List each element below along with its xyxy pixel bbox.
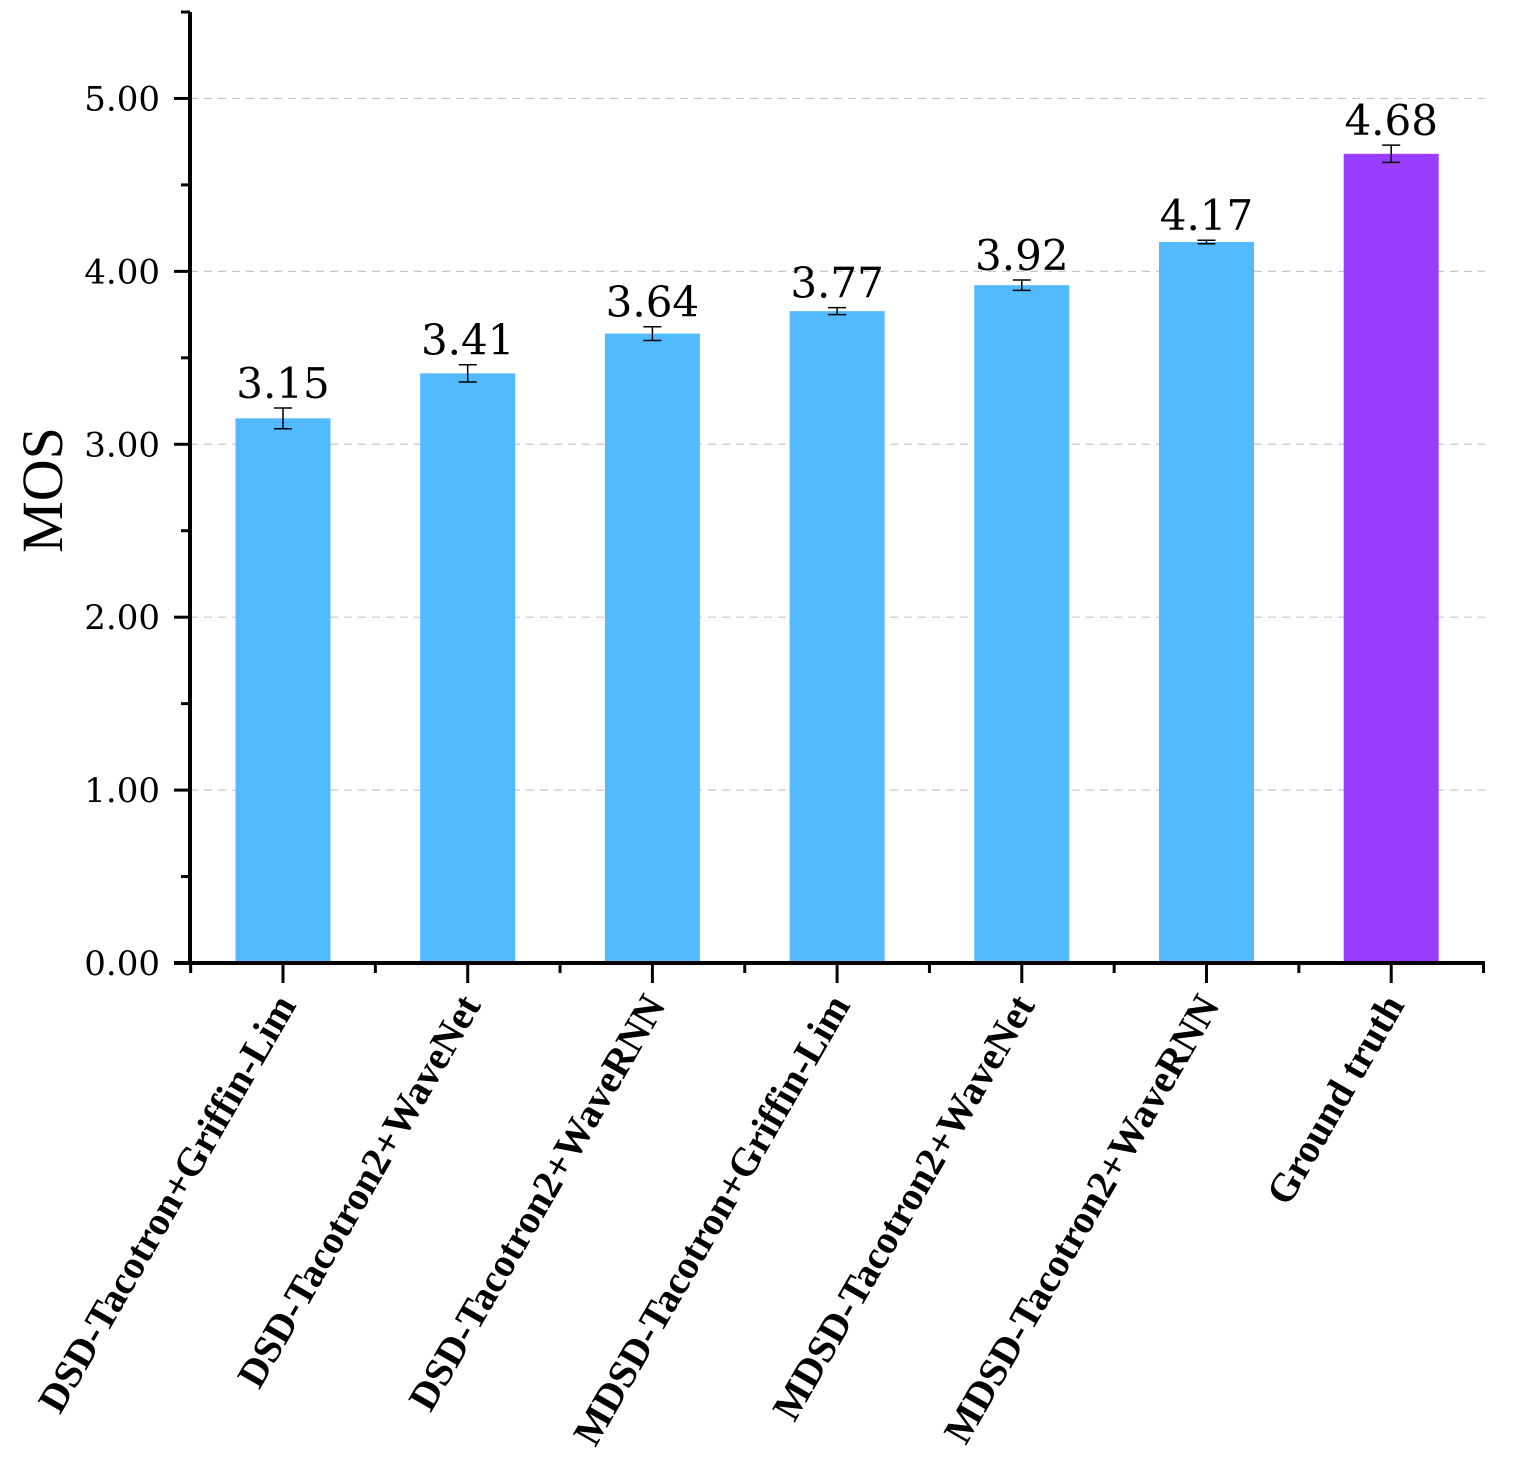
value-label: 3.64	[606, 278, 700, 327]
y-tick-labels: 0.00 1.00 2.00 3.00 4.00 5.00	[84, 79, 160, 984]
bar	[604, 333, 700, 963]
bar	[974, 285, 1070, 963]
bars	[235, 153, 1439, 964]
y-tick-label: 1.00	[84, 771, 160, 811]
value-label: 3.77	[790, 259, 884, 308]
y-tick-label: 4.00	[84, 252, 160, 292]
bar	[1343, 153, 1439, 963]
y-tick-label: 0.00	[84, 944, 160, 984]
value-label: 4.68	[1344, 96, 1438, 145]
value-label: 3.92	[975, 231, 1069, 280]
y-tick-label: 3.00	[84, 425, 160, 465]
x-category-label: Ground truth	[1257, 987, 1413, 1212]
value-label: 3.15	[236, 359, 330, 408]
axes	[174, 10, 1486, 983]
y-axis-title: MOS	[10, 427, 75, 553]
y-tick-label: 2.00	[84, 598, 160, 638]
x-category-labels: DSD-Tacotron+Griffin-LimDSD-Tacotron2+Wa…	[29, 986, 1413, 1452]
bar	[420, 373, 516, 963]
value-label: 4.17	[1160, 191, 1254, 240]
bar	[235, 418, 331, 963]
y-tick-label: 5.00	[84, 79, 160, 119]
error-bars	[274, 144, 1401, 430]
bar	[1159, 241, 1254, 963]
value-label: 3.41	[421, 316, 515, 365]
bar	[789, 311, 885, 964]
value-labels: 3.15 3.41 3.64 3.77 3.92 4.17 4.68	[236, 96, 1438, 408]
